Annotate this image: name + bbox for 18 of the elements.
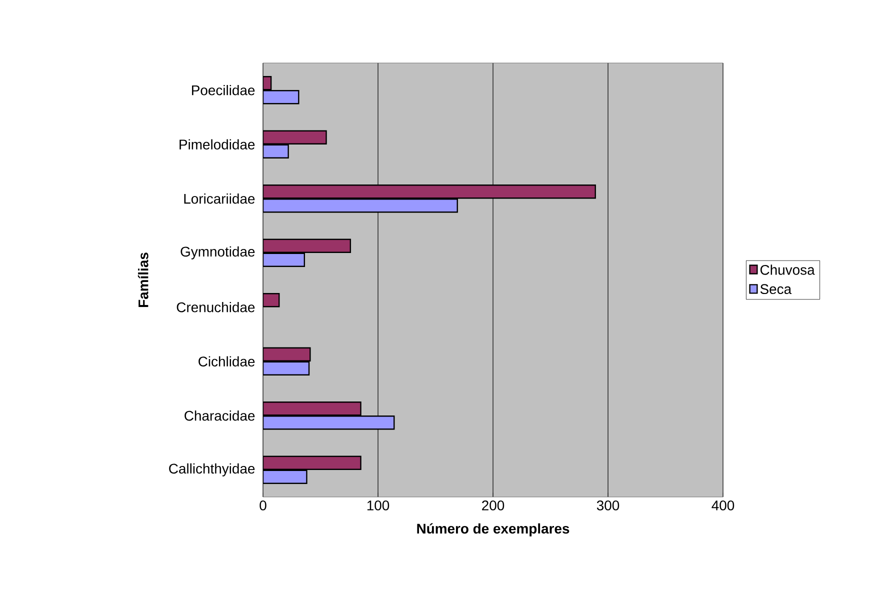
legend-label: Seca	[760, 284, 792, 294]
y-axis-title: Famílias	[138, 252, 148, 307]
y-tick-label: Gymnotidae	[180, 246, 255, 260]
x-tick-label: 300	[596, 500, 620, 510]
y-tick-label: Callichthyidae	[169, 463, 255, 476]
y-tick-label: Poecilidae	[192, 84, 255, 96]
y-tick-label: Cichlidae	[198, 356, 255, 366]
x-tick-label: 0	[260, 500, 266, 510]
y-tick-label: Pimelodidae	[180, 139, 255, 150]
y-tick-label: Loricariidae	[184, 193, 255, 204]
y-tick-label: Characidae	[184, 410, 255, 421]
y-tick-label: Crenuchidae	[176, 302, 255, 312]
legend-label: Chuvosa	[760, 264, 815, 275]
x-tick-label: 400	[712, 500, 734, 510]
x-axis-title: Número de exemplares	[417, 523, 570, 536]
x-tick-label: 200	[482, 500, 504, 510]
bar	[263, 293, 280, 308]
x-tick-label: 100	[367, 500, 390, 510]
